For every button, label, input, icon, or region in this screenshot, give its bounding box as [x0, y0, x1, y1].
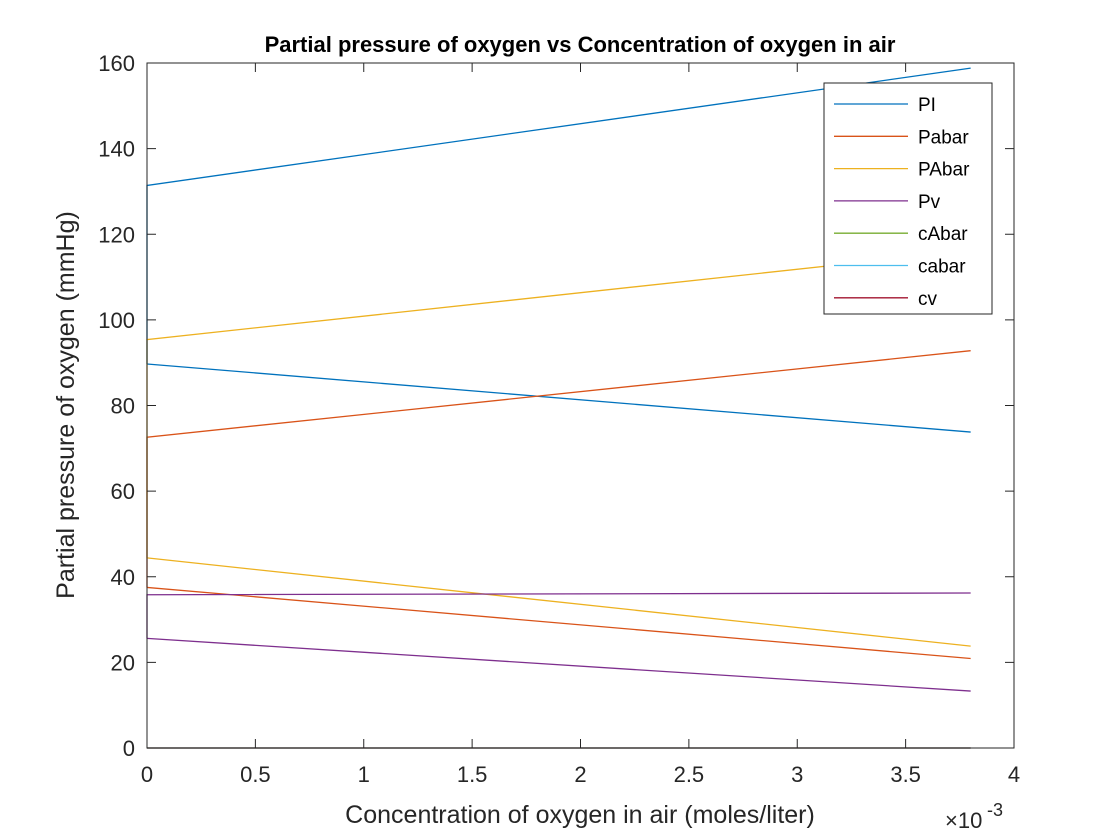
series-line-pi-2 — [146, 363, 971, 433]
legend-entry: cAbar — [834, 224, 968, 245]
legend-entry: Pv — [834, 192, 941, 213]
x-tick-label: 1 — [358, 762, 370, 787]
legend-label: PI — [918, 95, 936, 116]
series-line-pabar-2 — [146, 586, 971, 660]
chart-title: Partial pressure of oxygen vs Concentrat… — [265, 32, 896, 57]
y-tick-label: 60 — [111, 479, 135, 504]
legend-label: cabar — [918, 257, 966, 278]
legend-label: cAbar — [918, 224, 968, 245]
legend-label: Pv — [918, 192, 941, 213]
legend-label: cv — [918, 289, 938, 310]
y-tick-label: 20 — [111, 650, 135, 675]
x-tick-label: 2 — [574, 762, 586, 787]
legend-label: PAbar — [918, 160, 970, 181]
legend-label: Pabar — [918, 127, 969, 148]
y-tick-label: 80 — [111, 394, 135, 419]
y-tick-label: 120 — [98, 222, 135, 247]
x-axis-ticks: 0 0.5 1 1.5 2 2.5 3 3.5 4 — [141, 63, 1020, 787]
x-tick-label: 2.5 — [674, 762, 705, 787]
legend-entry: Pabar — [834, 127, 969, 148]
x-tick-label: 0 — [141, 762, 153, 787]
y-axis-ticks: 0 20 40 60 80 100 120 140 160 — [98, 51, 1014, 761]
series-line-pv-2 — [146, 637, 971, 692]
y-tick-label: 40 — [111, 565, 135, 590]
x-axis-label: Concentration of oxygen in air (moles/li… — [345, 801, 815, 829]
x-axis-exponent-power: -3 — [987, 800, 1003, 820]
legend-entry: cabar — [834, 257, 966, 278]
y-tick-label: 140 — [98, 137, 135, 162]
x-tick-label: 3 — [791, 762, 803, 787]
legend-entry: PI — [834, 95, 936, 116]
y-axis-label: Partial pressure of oxygen (mmHg) — [52, 211, 80, 599]
legend-entry: cv — [834, 289, 938, 310]
legend: PI Pabar PAbar Pv cAbar cabar cv — [823, 82, 993, 315]
x-axis-exponent-base: ×10 — [945, 808, 982, 833]
x-axis-exponent: ×10 -3 — [945, 800, 1003, 833]
x-tick-label: 4 — [1008, 762, 1020, 787]
x-tick-label: 3.5 — [890, 762, 921, 787]
x-tick-label: 1.5 — [457, 762, 488, 787]
x-tick-label: 0.5 — [240, 762, 271, 787]
series-line-pabar-2 — [146, 557, 971, 647]
y-tick-label: 0 — [123, 736, 135, 761]
legend-box — [823, 82, 993, 315]
legend-entry: PAbar — [834, 160, 970, 181]
y-tick-label: 160 — [98, 51, 135, 76]
y-tick-label: 100 — [98, 308, 135, 333]
